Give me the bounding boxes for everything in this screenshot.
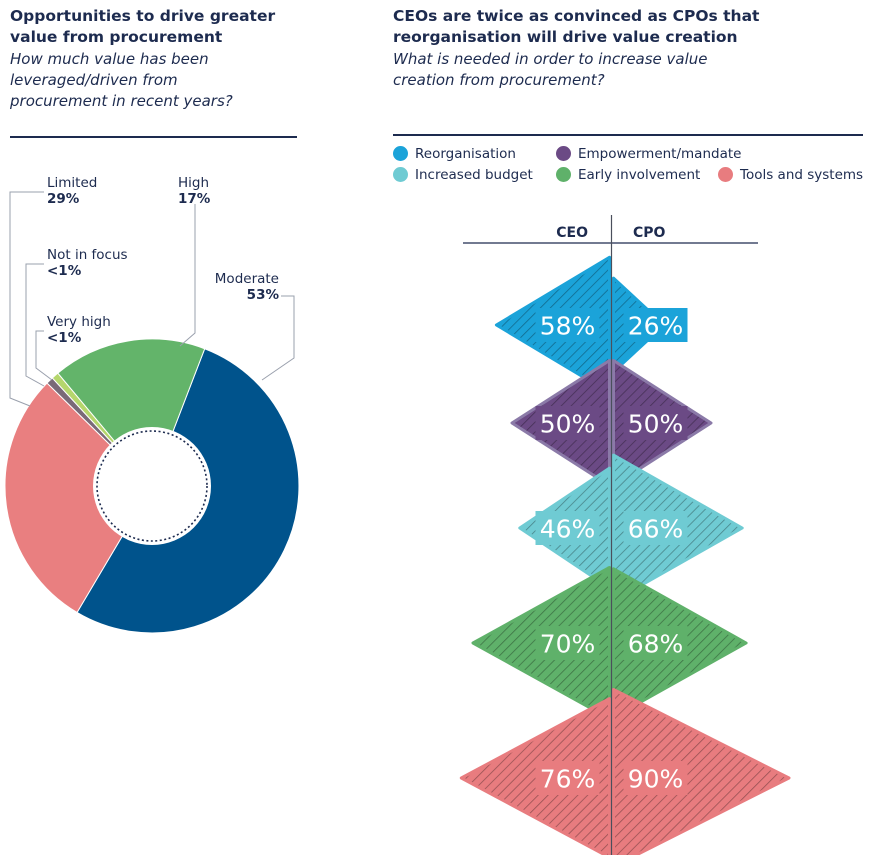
donut-value-very-high: <1% [47, 330, 82, 346]
value-label-ceo-empowerment-mandate: 50% [540, 410, 596, 439]
legend-label: Tools and systems [740, 167, 864, 183]
left-subtitle-line: procurement in recent years? [10, 92, 233, 110]
donut-leader-line [9, 191, 44, 407]
donut-label-limited: Limited [47, 175, 97, 191]
legend-dot [393, 167, 408, 182]
right-title-line: CEOs are twice as convinced as CPOs that [393, 7, 760, 25]
value-label-ceo-tools-and-systems: 76% [540, 765, 596, 794]
right-subtitle-line: creation from procurement? [393, 71, 605, 89]
left-title-line: value from procurement [10, 28, 223, 46]
legend-label: Reorganisation [415, 146, 516, 162]
value-label-ceo-increased-budget: 46% [540, 515, 596, 544]
triangle-ceo-tools-and-systems [459, 697, 611, 855]
value-label-cpo-reorganisation: 26% [628, 312, 684, 341]
column-header-ceo: CEO [556, 225, 588, 241]
left-subtitle-line: leveraged/driven from [10, 71, 178, 89]
donut-slice-high [57, 338, 206, 487]
value-box [623, 626, 688, 660]
left-divider [10, 136, 297, 138]
right-divider [393, 134, 863, 136]
donut-label-very-high: Very high [47, 314, 111, 330]
left-title-line: Opportunities to drive greater [10, 7, 276, 25]
right-subtitle-line: What is needed in order to increase valu… [393, 50, 708, 68]
legend-label: Empowerment/mandate [578, 146, 742, 162]
legend-item-empowerment: Empowerment/mandate [556, 146, 741, 162]
legend-item-early-involvement: Early involvement [556, 167, 700, 183]
value-label-cpo-empowerment-mandate: 50% [628, 410, 684, 439]
column-header-cpo: CPO [633, 225, 666, 241]
legend-item-increased-budget: Increased budget [393, 167, 533, 183]
left-subtitle-line: How much value has been [10, 50, 209, 68]
value-box [623, 308, 688, 342]
legend-item-tools-systems: Tools and systems [718, 167, 863, 183]
legend-label: Increased budget [415, 167, 533, 183]
value-box [535, 406, 600, 440]
value-label-cpo-tools-and-systems: 90% [628, 765, 684, 794]
value-box [623, 511, 688, 545]
donut-label-not-in-focus: Not in focus [47, 247, 128, 263]
value-label-cpo-early-involvement: 68% [628, 630, 684, 659]
donut-label-moderate: Moderate [215, 271, 279, 287]
legend-dot [393, 146, 408, 161]
value-box [535, 308, 600, 342]
legend-dot [556, 167, 571, 182]
value-box [535, 761, 600, 795]
donut-value-moderate: 53% [247, 287, 280, 303]
legend-label: Early involvement [578, 167, 701, 183]
donut-leader-line [179, 204, 196, 347]
donut-hole [93, 427, 211, 545]
left-title: Opportunities to drive greater value fro… [10, 6, 275, 48]
value-label-ceo-early-involvement: 70% [540, 630, 596, 659]
value-box [623, 761, 688, 795]
donut-leader-line [25, 263, 45, 387]
legend-dot [556, 146, 571, 161]
donut-leader-line [261, 295, 295, 381]
legend-item-reorganisation: Reorganisation [393, 146, 516, 162]
triangle-chart: CEO CPO 58% 26% 50% 50% 46% 66% 70% 68% 76% 90% [459, 215, 791, 855]
legend-dot [718, 167, 733, 182]
left-subtitle: How much value has been leveraged/driven… [10, 49, 233, 112]
donut-hole-ring [96, 430, 208, 542]
value-label-ceo-reorganisation: 58% [540, 312, 596, 341]
value-box [623, 406, 688, 440]
value-box [535, 511, 600, 545]
right-subtitle: What is needed in order to increase valu… [393, 49, 708, 91]
donut-leader-line [35, 330, 53, 381]
donut-label-high: High [178, 175, 209, 191]
value-label-cpo-increased-budget: 66% [628, 515, 684, 544]
donut-slice-limited [4, 382, 153, 614]
right-title-line: reorganisation will drive value creation [393, 28, 738, 46]
donut-value-high: 17% [178, 191, 211, 207]
right-title: CEOs are twice as convinced as CPOs that… [393, 6, 759, 48]
triangle-cpo-tools-and-systems [612, 688, 791, 855]
donut-value-limited: 29% [47, 191, 80, 207]
donut-value-not-in-focus: <1% [47, 263, 82, 279]
value-box [535, 626, 600, 660]
